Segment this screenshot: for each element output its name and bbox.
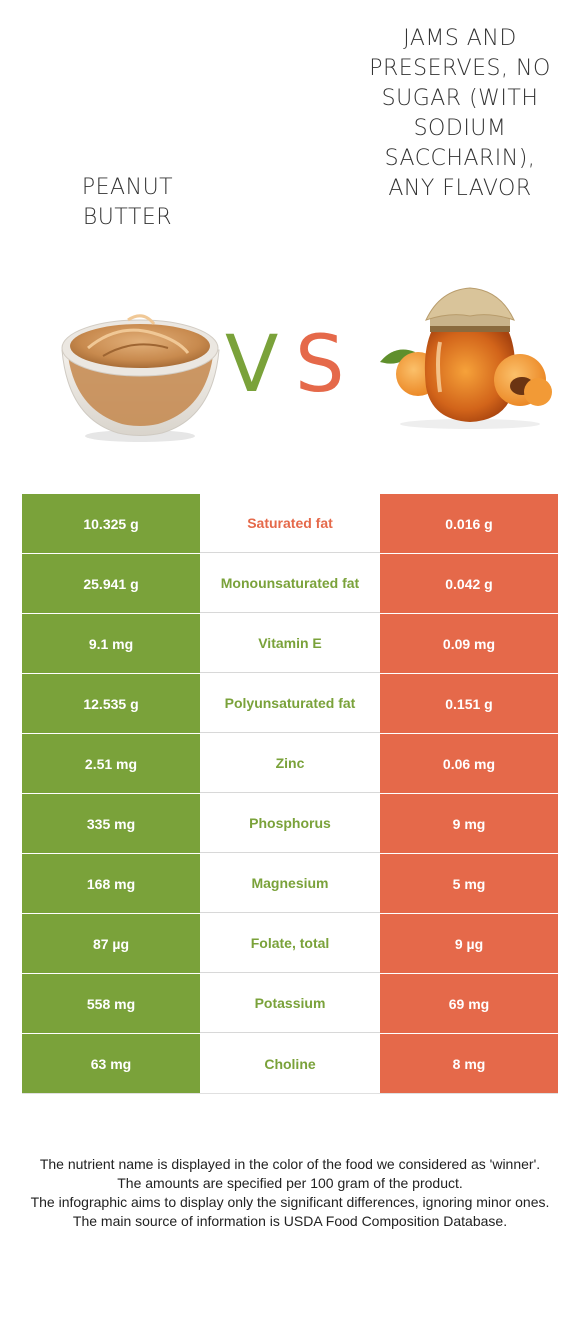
- right-value: 9 mg: [380, 794, 558, 853]
- nutrient-name: Saturated fat: [200, 494, 380, 553]
- left-value: 87 µg: [22, 914, 200, 973]
- left-value: 10.325 g: [22, 494, 200, 553]
- right-value: 0.016 g: [380, 494, 558, 553]
- table-bottom-divider: [22, 1093, 558, 1094]
- left-value: 9.1 mg: [22, 614, 200, 673]
- right-value: 0.151 g: [380, 674, 558, 733]
- right-value: 0.042 g: [380, 554, 558, 613]
- table-row: 10.325 g Saturated fat 0.016 g: [22, 494, 558, 554]
- left-value: 558 mg: [22, 974, 200, 1033]
- table-row: 63 mg Choline 8 mg: [22, 1034, 558, 1094]
- nutrient-name: Choline: [200, 1034, 380, 1094]
- apricot-jam-jar-icon: [380, 287, 552, 429]
- right-value: 0.09 mg: [380, 614, 558, 673]
- table-row: 25.941 g Monounsaturated fat 0.042 g: [22, 554, 558, 614]
- right-value: 0.06 mg: [380, 734, 558, 793]
- right-value: 69 mg: [380, 974, 558, 1033]
- nutrient-name: Monounsaturated fat: [200, 554, 380, 613]
- nutrient-name: Potassium: [200, 974, 380, 1033]
- footnote-line: The nutrient name is displayed in the co…: [39, 1156, 541, 1172]
- footnote-line: The infographic aims to display only the…: [30, 1194, 550, 1210]
- footnote-line: The amounts are specified per 100 gram o…: [117, 1175, 463, 1191]
- table-row: 335 mg Phosphorus 9 mg: [22, 794, 558, 854]
- table-row: 558 mg Potassium 69 mg: [22, 974, 558, 1034]
- nutrient-name: Folate, total: [200, 914, 380, 973]
- table-row: 12.535 g Polyunsaturated fat 0.151 g: [22, 674, 558, 734]
- left-value: 2.51 mg: [22, 734, 200, 793]
- left-value: 335 mg: [22, 794, 200, 853]
- comparison-table: 10.325 g Saturated fat 0.016 g 25.941 g Mono…: [22, 494, 558, 1094]
- table-row: 2.51 mg Zinc 0.06 mg: [22, 734, 558, 794]
- left-value: 63 mg: [22, 1034, 200, 1094]
- nutrient-name: Polyunsaturated fat: [200, 674, 380, 733]
- nutrient-name: Phosphorus: [200, 794, 380, 853]
- peanut-butter-bowl-icon: [61, 314, 220, 442]
- food-title-left: PEANUT BUTTER: [81, 175, 174, 230]
- footnotes: The nutrient name is displayed in the co…: [30, 1155, 550, 1231]
- left-value: 25.941 g: [22, 554, 200, 613]
- footnote-line: The main source of information is USDA F…: [72, 1213, 508, 1229]
- left-value: 168 mg: [22, 854, 200, 913]
- vs-letter-s: S: [295, 320, 345, 410]
- nutrient-name: Vitamin E: [200, 614, 380, 673]
- right-value: 8 mg: [380, 1034, 558, 1094]
- right-value: 9 µg: [380, 914, 558, 973]
- vs-letter-v: V: [225, 320, 279, 410]
- table-row: 168 mg Magnesium 5 mg: [22, 854, 558, 914]
- food-title-right: JAMS AND PRESERVES, NO SUGAR (WITH SODIU…: [369, 26, 551, 201]
- nutrient-name: Magnesium: [200, 854, 380, 913]
- table-row: 9.1 mg Vitamin E 0.09 mg: [22, 614, 558, 674]
- right-value: 5 mg: [380, 854, 558, 913]
- nutrient-name: Zinc: [200, 734, 380, 793]
- left-value: 12.535 g: [22, 674, 200, 733]
- table-row: 87 µg Folate, total 9 µg: [22, 914, 558, 974]
